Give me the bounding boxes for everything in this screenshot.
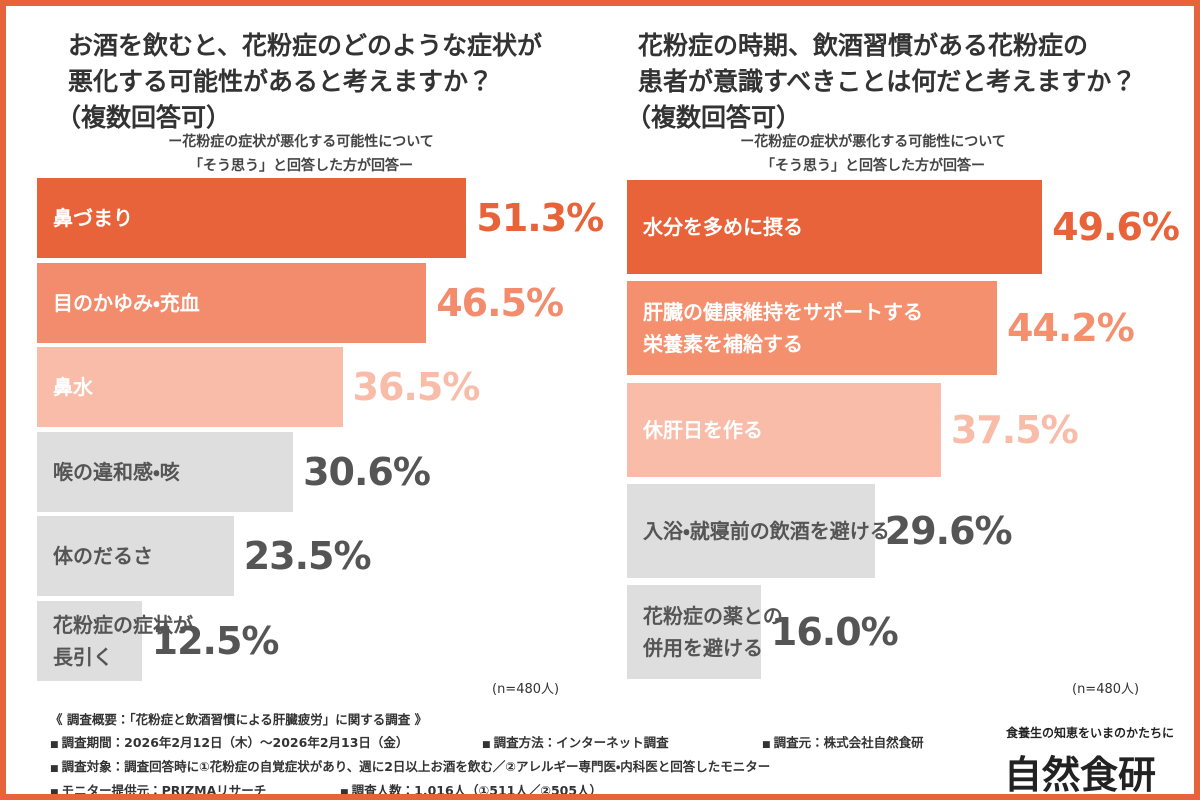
- value-label: 16.0%: [770, 610, 899, 655]
- value-label: 46.5%: [436, 280, 564, 325]
- category-label: 水分を多めに摂る: [643, 215, 803, 239]
- bar: [627, 483, 875, 578]
- survey-detail: 調査対象：調査回答時に①花粉症の自覚症状があり、週に2日以上お酒を飲む／②アレル…: [50, 756, 771, 775]
- bar: [627, 180, 1043, 274]
- chart-subtitle: 「そう思う」と回答した方が回答ー: [761, 158, 985, 174]
- bar: [627, 281, 997, 376]
- survey-detail: 調査元：株式会社自然食研: [762, 732, 924, 751]
- value-label: 36.5%: [352, 365, 481, 410]
- bar: [37, 347, 343, 428]
- category-label: 花粉症の症状が 長引く: [53, 613, 193, 669]
- value-label: 29.6%: [884, 508, 1013, 553]
- value-label: 44.2%: [1006, 306, 1135, 351]
- brand-name: 自然食研: [1004, 752, 1157, 797]
- bar: [37, 516, 234, 597]
- bar: [37, 601, 142, 681]
- category-label: 体のだるさ: [53, 544, 153, 569]
- category-label: 花粉症の薬との 併用を避ける: [643, 604, 783, 661]
- survey-detail: 調査人数：1,016人（①511人／②505人）: [340, 780, 602, 794]
- value-label: 30.6%: [303, 449, 431, 494]
- bar: [37, 262, 427, 343]
- brand-tagline: 食養生の知恵をいまのかたちに: [1006, 726, 1175, 740]
- chart-title: 悪化する可能性があると考えますか？: [68, 67, 494, 96]
- bar: [37, 178, 467, 258]
- footer-heading: 《 調査概要：「花粉症と飲酒習慣による肝臓疲労」に関する調査 》: [50, 712, 428, 727]
- sample-size-note: (n=480人): [1072, 682, 1140, 697]
- sample-size-note: (n=480人): [492, 682, 560, 697]
- category-label: 入浴・就寝前の飲酒を避ける: [643, 518, 890, 543]
- bar: [627, 585, 761, 680]
- value-label: 37.5%: [950, 407, 1079, 452]
- category-label: 鼻水: [53, 375, 93, 400]
- value-label: 49.6%: [1052, 205, 1180, 249]
- chart-title: お酒を飲むと、花粉症のどのような症状が: [68, 31, 543, 60]
- survey-detail: 調査期間：2026年2月12日（木）～2026年2月13日（金）: [50, 732, 409, 751]
- chart-subtitle: ー花粉症の症状が悪化する可能性について: [740, 134, 1006, 150]
- category-label: 休肝日を作る: [643, 417, 763, 442]
- category-label: 鼻づまり: [53, 206, 133, 230]
- chart-title: 患者が意識すべきことは何だと考えますか？: [638, 67, 1137, 96]
- category-label: 目のかゆみ・充血: [53, 290, 200, 315]
- category-label: 喉の違和感・咳: [53, 459, 180, 484]
- chart-title: （複数回答可）: [626, 103, 802, 132]
- chart-title: 花粉症の時期、飲酒習慣がある花粉症の: [638, 31, 1089, 60]
- chart-title: （複数回答可）: [56, 103, 232, 132]
- survey-detail: 調査方法：インターネット調査: [482, 732, 669, 751]
- survey-detail: モニター提供元：PRIZMAリサーチ: [50, 780, 267, 794]
- chart-subtitle: ー花粉症の症状が悪化する可能性について: [168, 134, 434, 150]
- value-label: 12.5%: [151, 619, 280, 663]
- value-label: 51.3%: [476, 196, 604, 240]
- chart-subtitle: 「そう思う」と回答した方が回答ー: [189, 158, 413, 174]
- value-label: 23.5%: [243, 534, 372, 579]
- category-label: 肝臓の健康維持をサポートする 栄養素を補給する: [643, 300, 923, 357]
- bar: [627, 382, 941, 477]
- bar: [37, 431, 294, 512]
